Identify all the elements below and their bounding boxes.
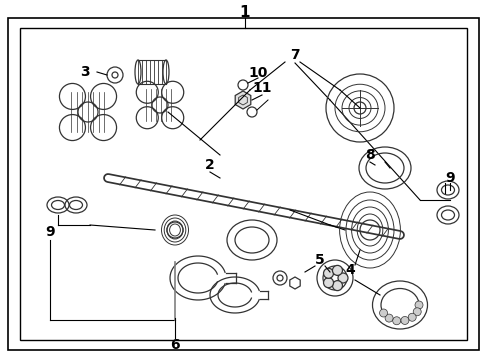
Text: 7: 7: [289, 48, 299, 62]
Circle shape: [379, 309, 387, 317]
Text: 11: 11: [252, 81, 271, 95]
Text: 5: 5: [314, 253, 324, 267]
Circle shape: [385, 314, 392, 322]
Circle shape: [323, 278, 333, 288]
Text: 4: 4: [345, 263, 354, 277]
Text: 8: 8: [365, 148, 374, 162]
Circle shape: [323, 268, 333, 278]
Text: 9: 9: [444, 171, 454, 185]
Circle shape: [337, 273, 347, 283]
Circle shape: [392, 317, 400, 325]
Text: 2: 2: [204, 158, 214, 172]
Circle shape: [407, 313, 415, 321]
Text: 6: 6: [170, 338, 180, 352]
Circle shape: [414, 301, 422, 309]
Text: 3: 3: [80, 65, 90, 79]
Text: 10: 10: [248, 66, 267, 80]
Text: 1: 1: [239, 5, 250, 19]
Circle shape: [332, 280, 342, 291]
Circle shape: [332, 265, 342, 275]
Circle shape: [412, 308, 420, 316]
Polygon shape: [235, 91, 250, 109]
Text: 9: 9: [45, 225, 55, 239]
Circle shape: [400, 316, 408, 324]
Bar: [20, 28, 466, 340]
